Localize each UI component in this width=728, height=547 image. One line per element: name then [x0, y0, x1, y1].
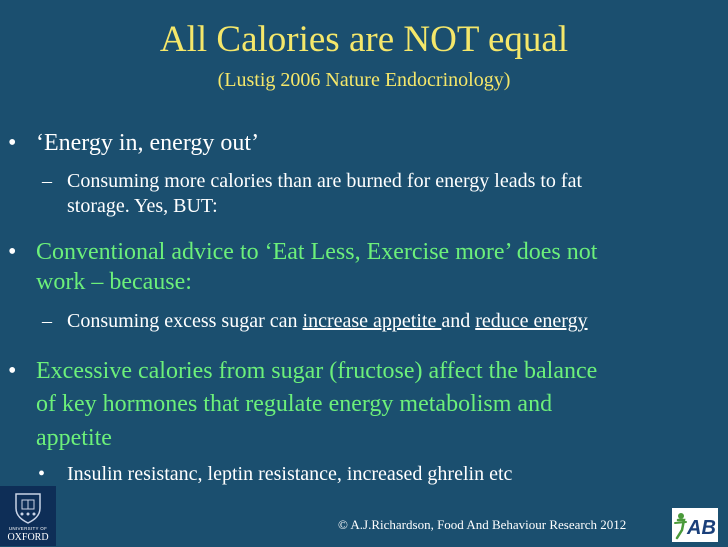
- bullet-3-line2: of key hormones that regulate energy met…: [36, 391, 553, 417]
- bullet-marker: •: [8, 130, 17, 156]
- footer-copyright: © A.J.Richardson, Food And Behaviour Res…: [338, 517, 627, 532]
- bullet-2-sub-text: Consuming excess sugar can increase appe…: [67, 310, 588, 332]
- bullet-1-sub-line1: Consuming more calories than are burned …: [67, 170, 583, 192]
- bullet-3-line1: Excessive calories from sugar (fructose)…: [36, 358, 598, 384]
- slide-subtitle: (Lustig 2006 Nature Endocrinology): [217, 69, 511, 91]
- bullet-3-sub-text: Insulin resistanc, leptin resistance, in…: [67, 463, 513, 485]
- svg-text:AB: AB: [686, 517, 716, 539]
- bullet-1-text: ‘Energy in, energy out’: [36, 130, 260, 156]
- dash-marker: –: [42, 310, 52, 332]
- bullet-marker: •: [8, 358, 17, 384]
- bullet-2-line2: work – because:: [36, 269, 192, 295]
- slide-title: All Calories are NOT equal: [159, 19, 569, 60]
- oxford-name-label: OXFORD: [7, 532, 49, 543]
- oxford-logo: UNIVERSITY OF OXFORD: [0, 486, 56, 546]
- bullet-marker: •: [38, 463, 46, 485]
- link-reduce-energy[interactable]: reduce energy: [475, 310, 588, 332]
- bullet-1-sub-line2: storage. Yes, BUT:: [67, 195, 218, 217]
- bullet-marker: •: [8, 239, 17, 265]
- link-increase-appetite[interactable]: increase appetite: [302, 310, 442, 332]
- bullet-2-line1: Conventional advice to ‘Eat Less, Exerci…: [36, 239, 598, 265]
- dash-marker: –: [42, 170, 52, 192]
- fab-logo-icon: AB: [674, 513, 716, 540]
- oxford-univ-label: UNIVERSITY OF: [8, 526, 48, 531]
- fab-logo: AB: [672, 508, 718, 542]
- bullet-3-line3: appetite: [36, 425, 112, 451]
- oxford-crest-icon: [15, 493, 41, 524]
